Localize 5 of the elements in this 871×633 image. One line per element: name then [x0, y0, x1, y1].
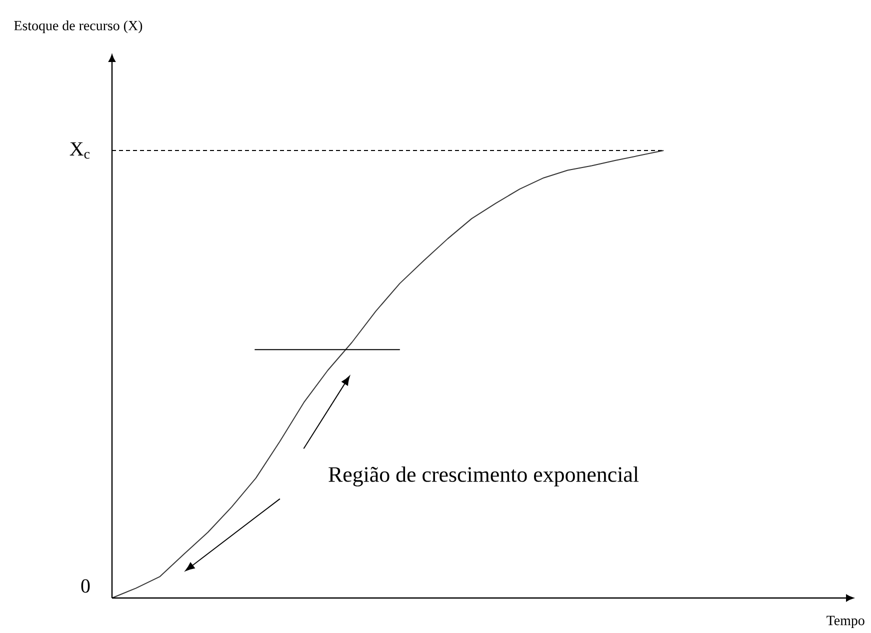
ref-line-label: X$_{c}$ [70, 142, 90, 159]
text: Estoque de recurso (X) [14, 20, 142, 34]
annotation: Região de crescimento exponencial [328, 466, 639, 486]
text: 0 [81, 579, 90, 593]
text: Tempo [826, 616, 864, 628]
